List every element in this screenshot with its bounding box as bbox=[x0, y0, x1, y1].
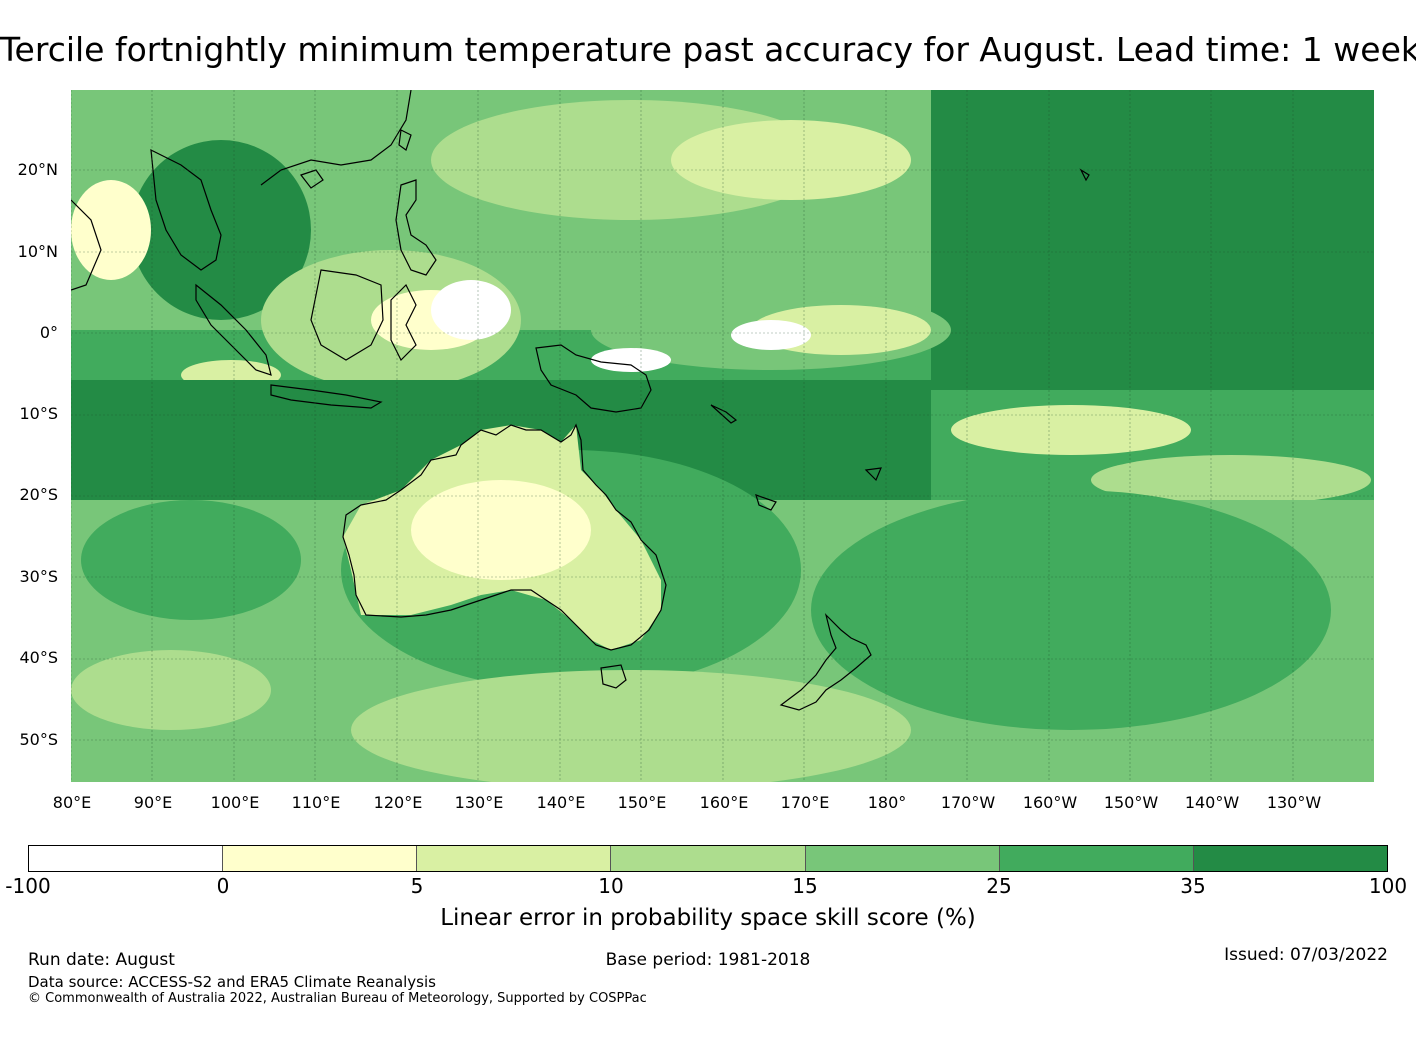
colorbar-segment-5 bbox=[999, 846, 1194, 871]
colorbar-segment-3 bbox=[611, 846, 806, 871]
lon-label-110e: 110°E bbox=[291, 793, 341, 812]
field-zone-indian-ocean bbox=[81, 500, 301, 620]
india-coastline bbox=[71, 199, 102, 291]
field-zone-southwest-light bbox=[71, 650, 271, 730]
australia-pale-core bbox=[411, 480, 591, 580]
field-zone-south-pacific-band bbox=[1091, 455, 1371, 505]
map-title: Tercile fortnightly minimum temperature … bbox=[0, 30, 1416, 69]
china-coastline bbox=[260, 90, 412, 186]
solomon-islands-coastline bbox=[710, 404, 738, 424]
lat-label-20s: 20°S bbox=[19, 485, 58, 504]
field-zone-white-core bbox=[431, 280, 511, 340]
issued-date: Issued: 07/03/2022 bbox=[1224, 945, 1388, 965]
field-zone-indochina bbox=[131, 140, 311, 320]
lon-label-150e: 150°E bbox=[617, 793, 667, 812]
skill-field bbox=[71, 90, 1374, 782]
lon-label-90e: 90°E bbox=[133, 793, 173, 812]
lat-label-50s: 50°S bbox=[19, 730, 58, 749]
java-coastline bbox=[270, 384, 383, 409]
skill-score-map bbox=[71, 90, 1374, 782]
fiji-coastline bbox=[864, 467, 882, 482]
base-period: Base period: 1981-2018 bbox=[605, 950, 811, 970]
new-guinea-coastline bbox=[535, 344, 652, 413]
run-date: Run date: August bbox=[28, 950, 175, 970]
lon-label-120e: 120°E bbox=[373, 793, 423, 812]
field-zone-north-pale bbox=[671, 120, 911, 200]
field-zone-tasman-east bbox=[811, 490, 1331, 730]
colorbar-tick: 25 bbox=[986, 874, 1012, 898]
colorbar-segment-6 bbox=[1193, 846, 1387, 871]
lat-label-10n: 10°N bbox=[17, 242, 58, 261]
australia-coastline bbox=[342, 423, 667, 651]
lat-label-20n: 20°N bbox=[17, 160, 58, 179]
colorbar-tick: 15 bbox=[792, 874, 818, 898]
sumatra-coastline bbox=[195, 283, 272, 376]
colorbar-tick: 0 bbox=[216, 874, 230, 898]
lon-label-170w: 170°W bbox=[940, 793, 996, 812]
indochina-coastline bbox=[150, 148, 222, 271]
lon-label-160e: 160°E bbox=[699, 793, 749, 812]
tasmania-coastline bbox=[600, 664, 627, 689]
philippines-coastline bbox=[395, 179, 437, 276]
data-source: Data source: ACCESS-S2 and ERA5 Climate … bbox=[28, 973, 436, 991]
lat-label-40s: 40°S bbox=[19, 648, 58, 667]
colorbar-label: Linear error in probability space skill … bbox=[440, 905, 976, 931]
field-zone-south-pacific-light bbox=[951, 405, 1191, 455]
lon-label-130e: 130°E bbox=[454, 793, 504, 812]
hainan-coastline bbox=[300, 169, 324, 189]
hawaii-coastline bbox=[1079, 168, 1090, 182]
colorbar bbox=[28, 845, 1388, 872]
colorbar-tick: 10 bbox=[598, 874, 624, 898]
lon-label-130w: 130°W bbox=[1266, 793, 1322, 812]
field-zone-southern-light bbox=[351, 670, 911, 782]
lat-label-30s: 30°S bbox=[19, 567, 58, 586]
lon-label-160w: 160°W bbox=[1022, 793, 1078, 812]
colorbar-tick: 100 bbox=[1368, 874, 1408, 898]
lat-label-0: 0° bbox=[39, 323, 58, 342]
colorbar-tick: 5 bbox=[410, 874, 424, 898]
map-canvas bbox=[71, 90, 1374, 782]
sulawesi-coastline bbox=[390, 283, 417, 362]
colorbar-segment-0 bbox=[29, 846, 224, 871]
colorbar-tick: -100 bbox=[5, 874, 51, 898]
field-zone-equatorial-white bbox=[731, 320, 811, 350]
new-zealand-coastline bbox=[779, 613, 872, 711]
lon-label-100e: 100°E bbox=[210, 793, 260, 812]
lon-label-180: 180° bbox=[867, 793, 907, 812]
lon-label-150w: 150°W bbox=[1103, 793, 1159, 812]
graticule bbox=[71, 90, 1374, 782]
coastlines bbox=[71, 90, 1090, 711]
borneo-coastline bbox=[310, 269, 384, 361]
taiwan-coastline bbox=[398, 129, 412, 151]
colorbar-tick: 35 bbox=[1180, 874, 1206, 898]
copyright: © Commonwealth of Australia 2022, Austra… bbox=[28, 991, 647, 1006]
colorbar-segment-4 bbox=[805, 846, 1000, 871]
lon-label-80e: 80°E bbox=[52, 793, 92, 812]
lon-label-170e: 170°E bbox=[780, 793, 830, 812]
lon-label-140e: 140°E bbox=[536, 793, 586, 812]
field-zone-png-white bbox=[591, 348, 671, 372]
colorbar-segment-2 bbox=[417, 846, 612, 871]
lon-label-140w: 140°W bbox=[1184, 793, 1240, 812]
lat-label-10s: 10°S bbox=[19, 404, 58, 423]
new-caledonia-coastline bbox=[755, 494, 777, 511]
colorbar-segment-1 bbox=[223, 846, 418, 871]
field-zone-india bbox=[71, 180, 151, 280]
